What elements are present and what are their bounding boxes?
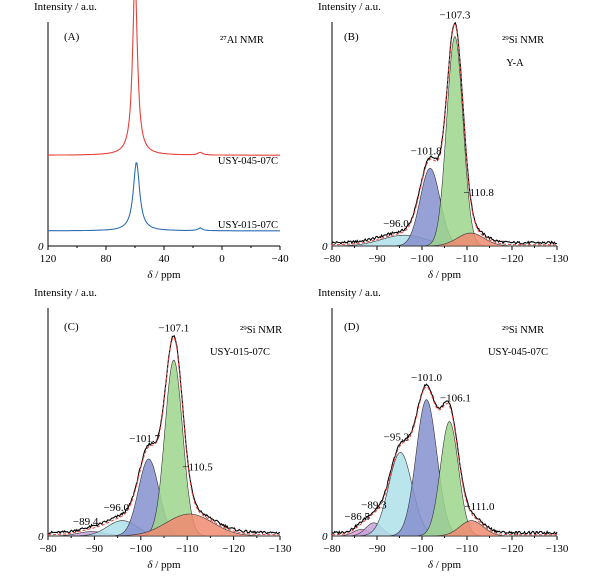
peak-label: −101.0 [411,372,442,384]
peak-label: −96.0 [383,218,409,230]
peak-label: −96.0 [104,502,130,514]
x-axis-label: δ / ppm [147,559,181,571]
x-tick-label: −40 [271,253,289,265]
method-label: ²⁷Al NMR [220,35,264,46]
x-axis-symbol: δ [428,269,434,281]
chart-panel-d: Intensity / a.u. 0−80 −90 −100 −110 −120 −130 δ… [318,287,569,571]
peak-label: −95.2 [384,432,409,444]
origin-label: 0 [38,531,44,543]
x-axis-unit: / ppm [433,559,462,571]
x-tick-label: 120 [40,253,57,265]
y-axis-label: Intensity / a.u. [34,1,97,13]
x-axis-label: δ / ppm [428,269,462,281]
peak-label: −107.1 [158,323,189,335]
x-tick-label: −100 [411,253,434,265]
component-peak [48,513,280,537]
x-axis-unit: / ppm [153,559,182,571]
series-line [48,162,280,232]
series-line [48,0,280,156]
x-tick-label: 80 [101,253,113,265]
panel-label: (B) [344,31,359,43]
component-peak [332,520,557,537]
x-tick-label: −110 [456,253,479,265]
x-axis-symbol: δ [147,269,153,281]
panel-label: (C) [64,321,79,333]
x-tick-label: −130 [546,543,569,555]
x-tick-label: −110 [456,543,479,555]
fitted-envelope [332,23,557,246]
peak-label: −111.0 [464,501,495,513]
y-axis-label: Intensity / a.u. [34,287,97,299]
x-tick-label: −110 [176,543,199,555]
x-tick-label: −100 [411,543,434,555]
peak-label: −86.5 [345,511,371,523]
sample-label: USY-045-07C [488,347,548,358]
x-tick-label: 0 [219,253,225,265]
peak-label: −107.3 [439,10,470,22]
x-tick-label: −80 [39,543,57,555]
peak-label: −89.4 [73,516,99,528]
peak-label: −110.5 [182,461,213,473]
x-tick-label: −80 [323,253,341,265]
x-axis-label: δ / ppm [428,559,462,571]
series-label: USY-045-07C [218,156,278,167]
chart-panel-b: Intensity / a.u. 0−80 −90 −100 −110 −120 −130 δ… [318,1,569,281]
sample-label: Y-A [506,58,524,69]
x-tick-label: −90 [368,253,386,265]
panel-label: (D) [344,321,360,333]
component-peak [48,359,280,537]
peak-label: −101.7 [129,433,160,445]
x-tick-label: −120 [222,543,245,555]
series-label: USY-015-07C [218,220,278,231]
method-label: ²⁹Si NMR [240,325,282,336]
method-label: ²⁹Si NMR [502,325,544,336]
peak-label: −89.3 [361,499,387,511]
x-tick-label: −130 [269,543,292,555]
x-axis-unit: / ppm [153,269,182,281]
y-axis-label: Intensity / a.u. [318,1,381,13]
y-axis-label: Intensity / a.u. [318,287,381,299]
origin-label: 0 [322,241,328,253]
peak-label: −110.8 [463,187,494,199]
x-tick-label: −90 [86,543,104,555]
x-tick-label: −120 [501,543,524,555]
x-axis-label: δ / ppm [147,269,181,281]
x-tick-label: −130 [546,253,569,265]
x-tick-label: −90 [368,543,386,555]
x-axis-symbol: δ [147,559,153,571]
chart-panel-c: Intensity / a.u. 0−80 −90 −100 −110 −120 −130 δ… [34,287,292,571]
peak-label: −101.8 [411,146,442,158]
origin-label: 0 [322,531,328,543]
origin-label: 0 [38,241,44,253]
x-axis-symbol: δ [428,559,434,571]
x-tick-label: −120 [501,253,524,265]
experimental-spectrum [331,383,558,536]
x-tick-label: −80 [323,543,341,555]
x-tick-label: −100 [129,543,152,555]
component-peak [332,232,557,247]
fitted-envelope [332,386,557,536]
sample-label: USY-015-07C [210,347,270,358]
x-axis-unit: / ppm [433,269,462,281]
panel-label: (A) [64,31,80,43]
x-tick-label: 40 [159,253,171,265]
peak-label: −106.1 [440,392,471,404]
method-label: ²⁹Si NMR [502,35,544,46]
